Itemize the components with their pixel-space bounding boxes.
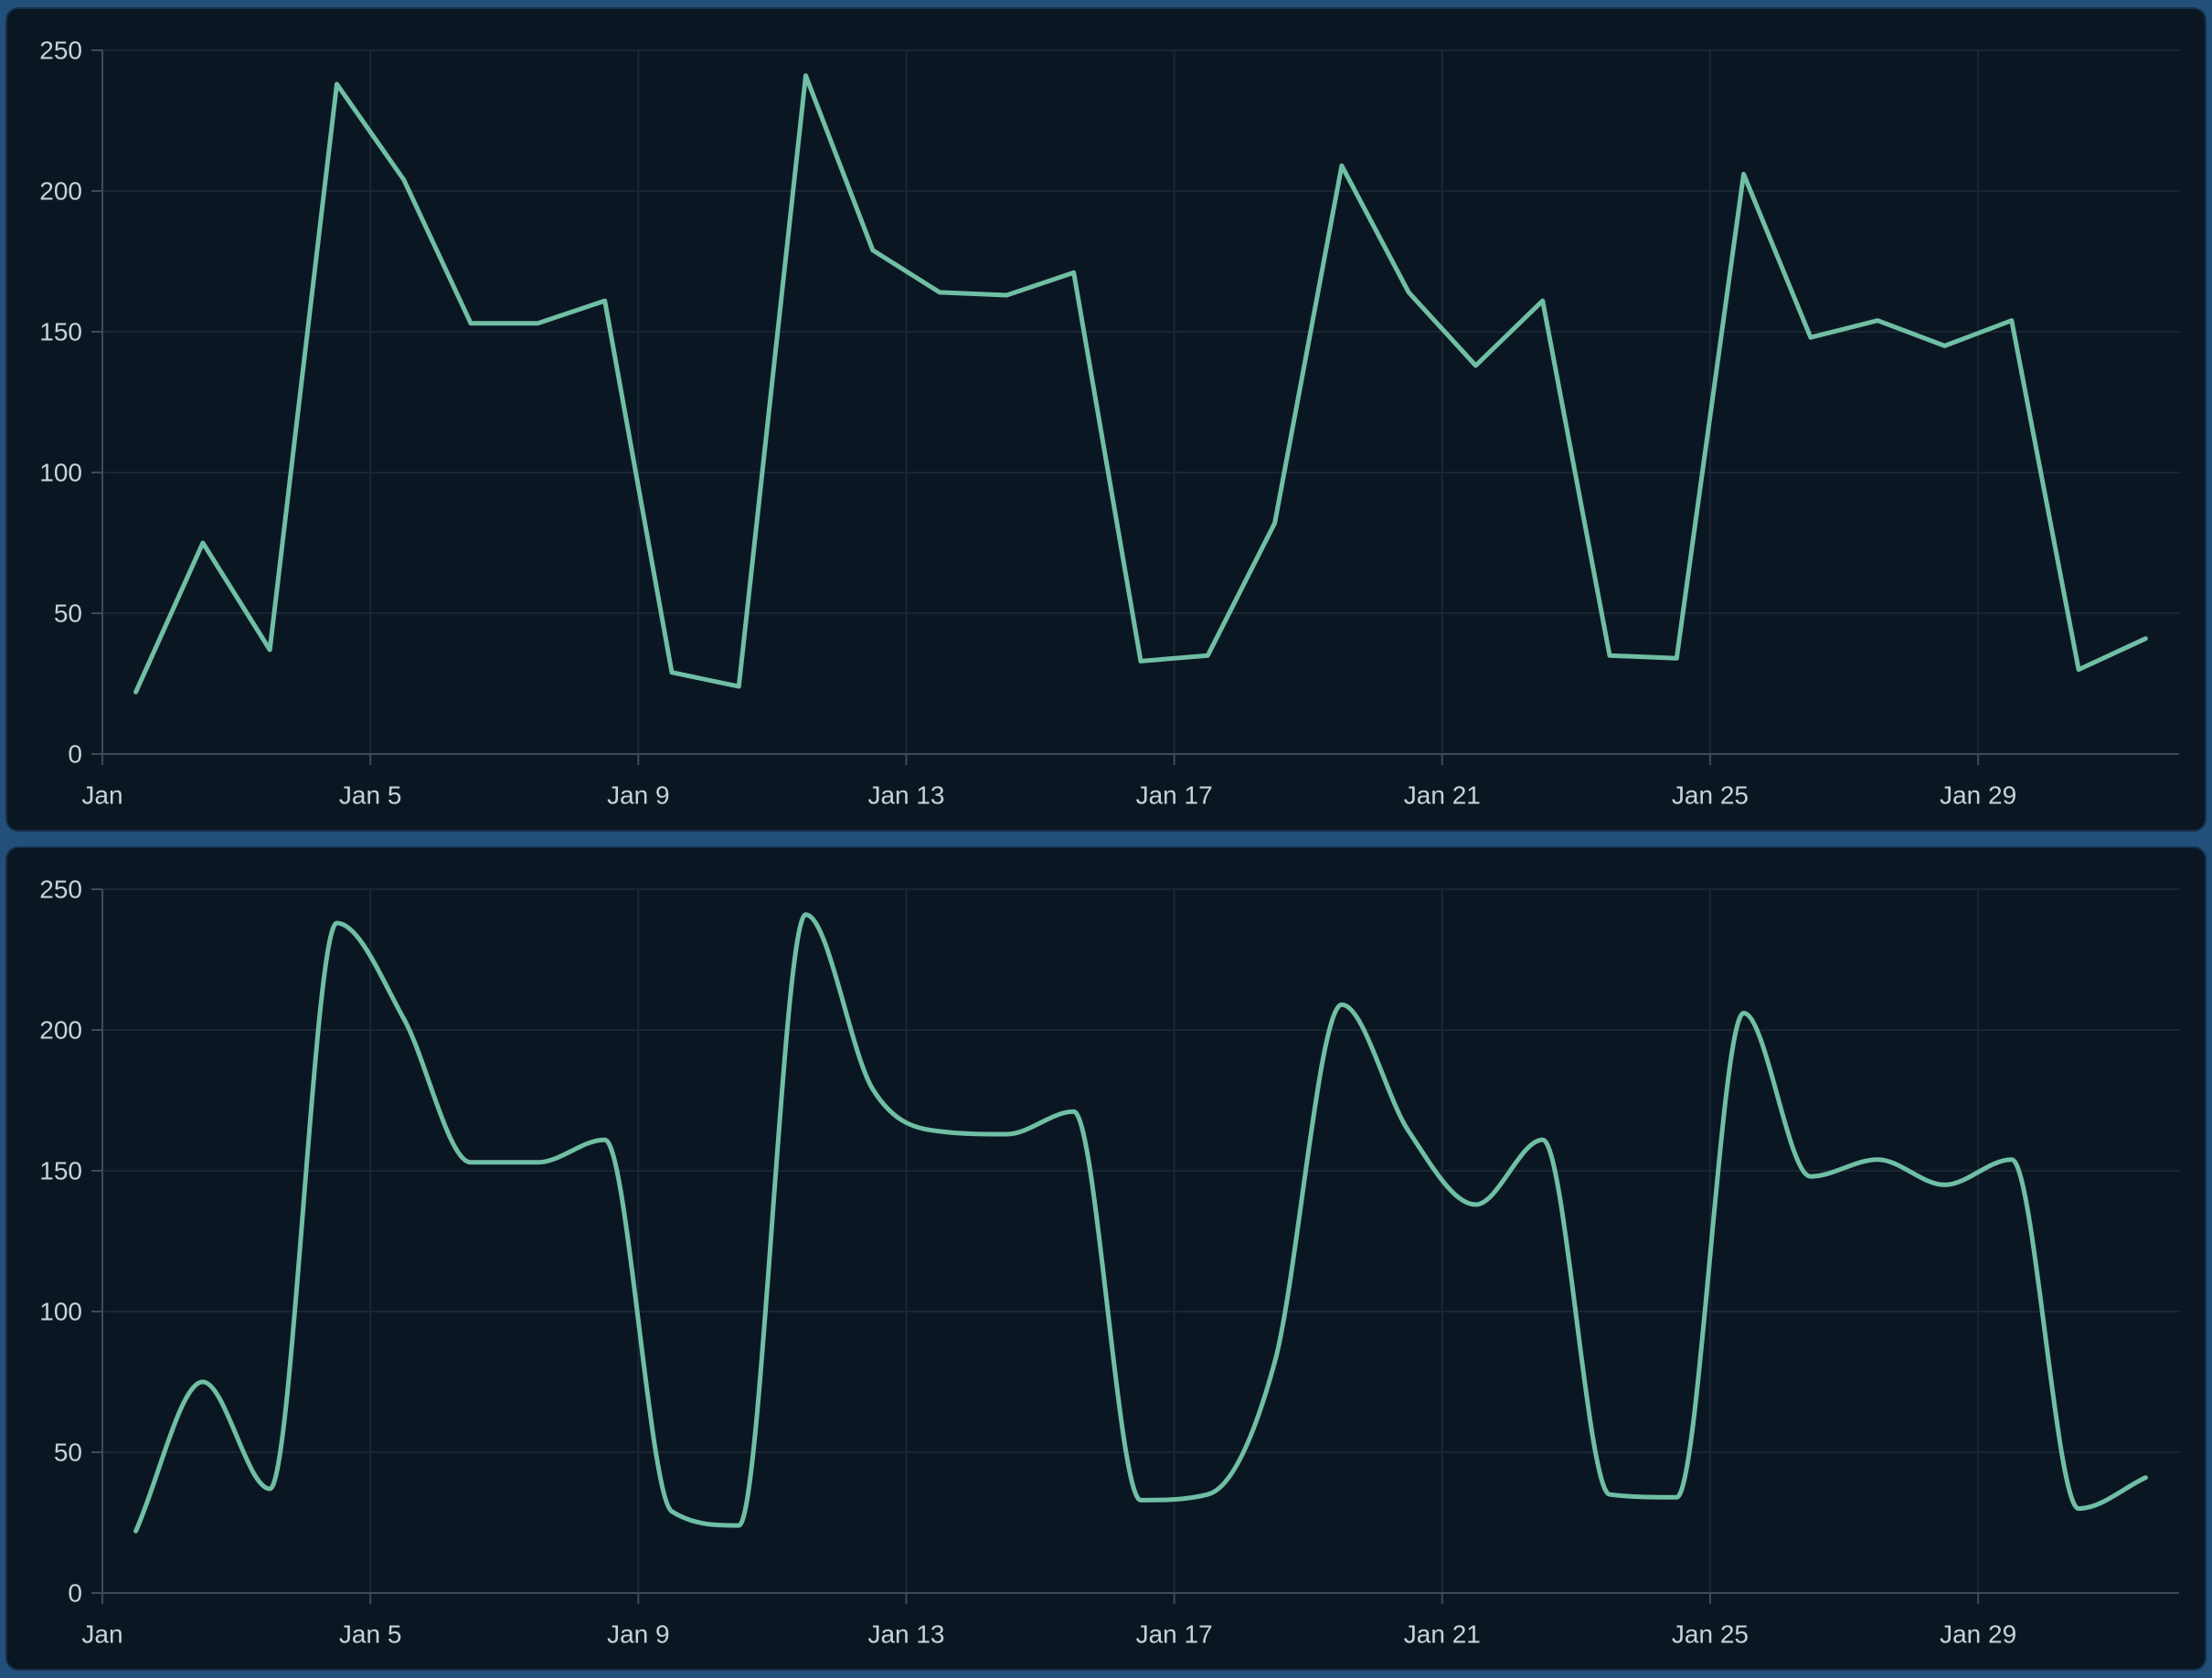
y-axis-tick-label: 200	[39, 1016, 82, 1045]
x-axis-tick-label: Jan 29	[1940, 1620, 2016, 1649]
y-axis-tick-label: 250	[39, 876, 82, 904]
x-axis-tick-label: Jan 13	[867, 1620, 944, 1649]
x-axis-tick-label: Jan 9	[607, 1620, 670, 1649]
x-axis-tick-label: Jan 17	[1136, 781, 1213, 810]
y-axis-tick-label: 0	[68, 740, 82, 769]
y-axis-tick-label: 200	[39, 177, 82, 206]
x-axis-tick-label: Jan 21	[1404, 781, 1481, 810]
axes	[91, 49, 2179, 765]
x-axis-tick-label: Jan	[81, 781, 122, 810]
y-axis-tick-label: 100	[39, 1298, 82, 1326]
x-axis-tick-label: Jan 17	[1136, 1620, 1213, 1649]
y-axis-tick-label: 150	[39, 1157, 82, 1185]
grid-lines	[102, 49, 2179, 754]
series-line[interactable]	[133, 912, 2148, 1534]
chart-panel-top: 0 50 100 150 200 250 Jan Jan 5 Jan 9 Jan 13 Jan 17…	[7, 9, 2205, 830]
grid-lines	[102, 888, 2179, 1593]
chart-panel-bottom: 0 50 100 150 200 250 Jan Jan 5 Jan 9 Jan 13 Jan 17…	[7, 848, 2205, 1669]
axis-labels: 0 50 100 150 200 250 Jan Jan 5 Jan 9 Jan 13 Jan 17…	[39, 876, 2016, 1649]
x-axis-tick-label: Jan 25	[1672, 1620, 1749, 1649]
series-line[interactable]	[133, 73, 2148, 695]
x-axis-tick-label: Jan 9	[607, 781, 670, 810]
y-axis-tick-label: 250	[39, 37, 82, 65]
x-axis-tick-label: Jan	[81, 1620, 122, 1649]
y-axis-tick-label: 100	[39, 459, 82, 487]
x-axis-tick-label: Jan 5	[339, 781, 402, 810]
x-axis-tick-label: Jan 5	[339, 1620, 402, 1649]
line-chart-smooth: 0 50 100 150 200 250 Jan Jan 5 Jan 9 Jan 13 Jan 17…	[39, 876, 2179, 1649]
x-axis-tick-label: Jan 25	[1672, 781, 1749, 810]
x-axis-tick-label: Jan 21	[1404, 1620, 1481, 1649]
y-axis-tick-label: 0	[68, 1579, 82, 1608]
y-axis-tick-label: 150	[39, 318, 82, 346]
x-axis-tick-label: Jan 29	[1940, 781, 2016, 810]
axes	[91, 888, 2179, 1604]
y-axis-tick-label: 50	[54, 1439, 82, 1467]
y-axis-tick-label: 50	[54, 600, 82, 628]
axis-labels: 0 50 100 150 200 250 Jan Jan 5 Jan 9 Jan 13 Jan 17…	[39, 37, 2016, 810]
x-axis-tick-label: Jan 13	[867, 781, 944, 810]
line-chart-linear: 0 50 100 150 200 250 Jan Jan 5 Jan 9 Jan 13 Jan 17…	[39, 37, 2179, 810]
